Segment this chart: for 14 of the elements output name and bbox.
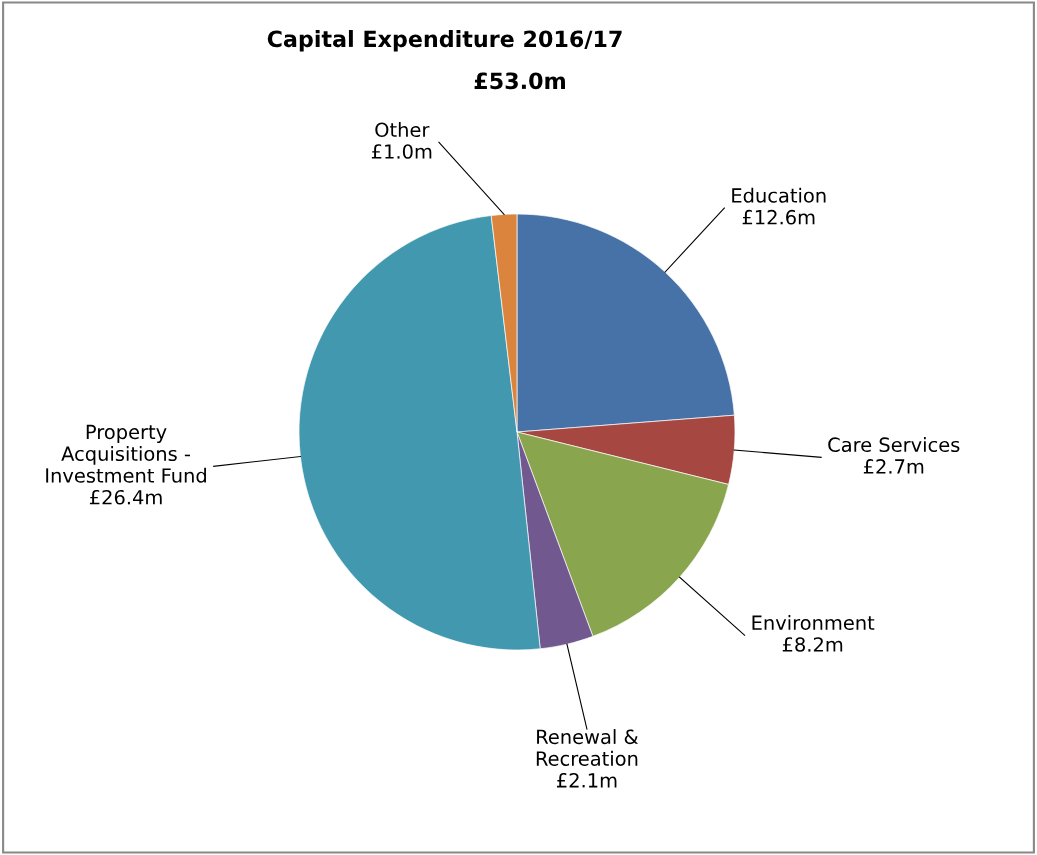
data-label: £8.2m bbox=[782, 637, 843, 652]
data-label: £12.6m bbox=[742, 209, 815, 225]
data-label: £26.4m bbox=[89, 489, 162, 505]
data-label: £2.1m bbox=[557, 772, 617, 788]
data-label: £1.0m bbox=[371, 144, 432, 159]
slice-label: Property Acquisitions - Investment Fund bbox=[46, 424, 206, 483]
slice-label: Education bbox=[732, 187, 826, 203]
chart-subtitle: £53.0m bbox=[474, 72, 565, 90]
slice-label: Other bbox=[375, 122, 430, 138]
slice-label: Care Services bbox=[828, 437, 960, 453]
slice-label: Environment bbox=[752, 615, 875, 631]
slice-label: Renewal & Recreation bbox=[536, 729, 639, 766]
chart-title: Capital Expenditure 2016/17 bbox=[267, 30, 622, 52]
data-label: £2.7m bbox=[863, 459, 924, 474]
